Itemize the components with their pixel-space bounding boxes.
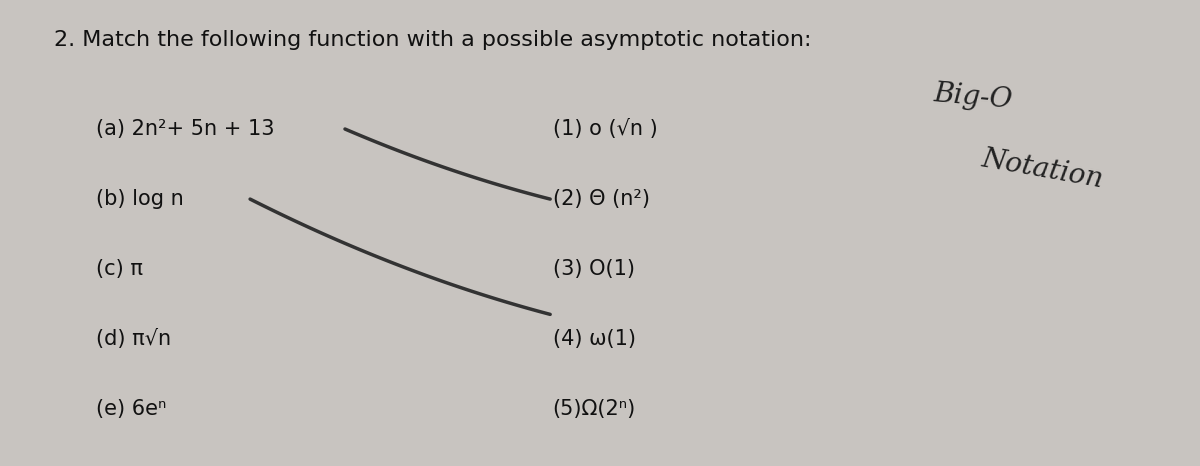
Text: (2) Θ (n²): (2) Θ (n²) (552, 189, 649, 209)
Text: (1) o (√n ): (1) o (√n ) (552, 119, 658, 139)
Text: (b) log n: (b) log n (96, 189, 184, 209)
Text: (a) 2n²+ 5n + 13: (a) 2n²+ 5n + 13 (96, 119, 275, 139)
Text: (e) 6eⁿ: (e) 6eⁿ (96, 399, 167, 419)
Text: (5)Ω(2ⁿ): (5)Ω(2ⁿ) (552, 399, 636, 419)
Text: (3) O(1): (3) O(1) (552, 259, 635, 279)
Text: (4) ω(1): (4) ω(1) (552, 329, 636, 349)
Text: 2. Match the following function with a possible asymptotic notation:: 2. Match the following function with a p… (54, 29, 812, 49)
Text: (c) π: (c) π (96, 259, 143, 279)
Text: (d) π√n: (d) π√n (96, 329, 172, 349)
Text: Notation: Notation (979, 146, 1105, 194)
Text: Big-O: Big-O (932, 81, 1013, 114)
